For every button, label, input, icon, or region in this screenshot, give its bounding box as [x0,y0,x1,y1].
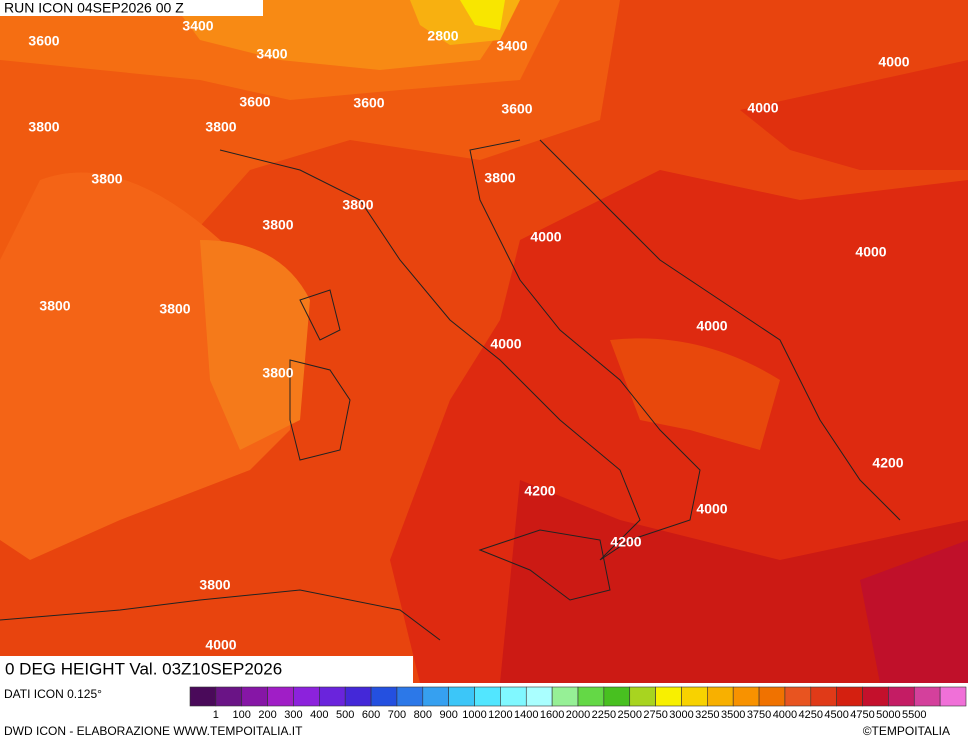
color-swatch [888,686,915,707]
color-swatch [913,686,941,707]
contour-label: 3400 [496,38,527,54]
color-swatch [655,686,682,707]
colorbar-label: 2250 [592,709,616,721]
contour-label: 4200 [524,483,555,499]
run-box [0,0,263,16]
contour-label: 4000 [530,229,561,245]
color-swatch [370,686,398,707]
title-box [0,656,413,683]
color-swatch [396,686,424,707]
colorbar-label: 300 [284,709,302,721]
credit: DWD ICON - ELABORAZIONE WWW.TEMPOITALIA.… [4,724,303,738]
color-swatch [681,686,708,707]
coastlines [0,139,901,641]
colorbar-label: 3250 [695,709,719,721]
color-swatch [810,686,837,707]
color-swatch [758,686,786,707]
colorbar-label: 5500 [902,709,926,721]
colorbar-label: 100 [233,709,251,721]
contour-label: 3800 [342,197,373,213]
source-label: DATI ICON 0.125° [4,687,102,701]
colorbar-label: 4500 [824,709,848,721]
contour-label: 3600 [28,33,59,49]
colorbar-label: 3500 [721,709,745,721]
contour-label: 4000 [205,637,236,653]
color-swatch [293,686,320,707]
run-label: RUN ICON 04SEP2026 00 Z [4,0,184,16]
contour-label: 3800 [199,577,230,593]
colorbar-label: 1200 [488,709,512,721]
contour-label: 3400 [182,18,213,34]
color-swatch [319,686,346,707]
colorbar-label: 4250 [799,709,823,721]
colorbar-label: 800 [414,709,432,721]
color-swatch [862,686,889,707]
contour-labels: 3600 3400 2800 3400 3400 4000 3600 3600 3600 4000… [28,18,909,653]
contour-label: 4200 [610,534,641,550]
color-swatch [267,686,294,707]
colorbar-label: 1600 [540,709,564,721]
copyright: ©TEMPOITALIA [863,724,950,738]
color-swatch [551,686,579,707]
contour-label: 3800 [205,119,236,135]
color-swatch [939,686,967,707]
contour-label: 3800 [39,298,70,314]
contour-label: 4000 [696,501,727,517]
color-swatch [500,686,527,707]
map-title: 0 DEG HEIGHT Val. 03Z10SEP2026 [5,659,282,678]
color-swatch [603,686,631,707]
colorbar-label: 4750 [850,709,874,721]
contour-label: 4000 [855,244,886,260]
colorbar: 1 100 200 300 400 500 600 700 800 900 1000 1200 1400… [189,686,967,721]
color-swatch [836,686,863,707]
colorbar-label: 3750 [747,709,771,721]
contour-label: 2800 [427,28,458,44]
color-swatch [784,686,812,707]
color-swatch [241,686,268,707]
contour-label: 3800 [28,119,59,135]
colorbar-label: 2500 [617,709,641,721]
colorbar-label: 4000 [773,709,797,721]
color-swatch [629,686,656,707]
colorbar-label: 3000 [669,709,693,721]
contour-label: 4000 [490,336,521,352]
contour-label: 3600 [239,94,270,110]
colorbar-label: 5000 [876,709,900,721]
color-swatch [344,686,372,707]
colorbar-label: 900 [439,709,457,721]
contour-label: 4000 [878,54,909,70]
colorbar-label: 2000 [566,709,590,721]
contour-label: 3600 [353,95,384,111]
color-swatch [422,686,449,707]
contour-label: 3800 [262,365,293,381]
colorbar-label: 700 [388,709,406,721]
colorbar-label: 1 [213,709,219,721]
colorbar-label: 1000 [462,709,486,721]
contour-label: 3800 [91,171,122,187]
color-swatch [525,686,553,707]
color-swatch [189,686,217,707]
contour-label: 3800 [159,301,190,317]
contour-label: 4000 [696,318,727,334]
color-swatch [707,686,734,707]
colorbar-label: 1400 [514,709,538,721]
colorbar-label: 2750 [643,709,667,721]
contour-label: 4200 [872,455,903,471]
contour-label: 4000 [747,100,778,116]
color-swatch [732,686,760,707]
colorbar-label: 600 [362,709,380,721]
contour-label: 3600 [501,101,532,117]
colorbar-label: 400 [310,709,328,721]
color-swatch [577,686,605,707]
contour-label: 3800 [484,170,515,186]
color-swatch [448,686,475,707]
color-swatch [474,686,501,707]
colorbar-label: 200 [258,709,276,721]
contour-label: 3800 [262,217,293,233]
colorbar-label: 500 [336,709,354,721]
contour-label: 3400 [256,46,287,62]
color-swatch [215,686,243,707]
